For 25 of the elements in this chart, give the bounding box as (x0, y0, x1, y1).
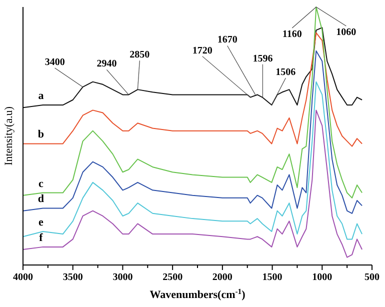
x-tick-label: 1000 (312, 272, 332, 283)
annotation: 2940 (96, 58, 117, 70)
x-tick-label: 2000 (212, 272, 232, 283)
x-tick-label: 1500 (262, 272, 282, 283)
series-label: f (39, 232, 44, 244)
annotation: 1506 (276, 67, 296, 78)
series-label: b (38, 128, 44, 141)
x-tick-label: 3000 (112, 272, 133, 283)
annotation: 3400 (44, 56, 65, 68)
y-axis-title: Intensity(a.u) (3, 106, 15, 166)
series-label: d (38, 193, 44, 206)
x-axis-title: Wavenumbers(cm$^{-1}$) (150, 286, 246, 301)
annotation: 1596 (252, 53, 273, 64)
x-tick-label: 3500 (62, 272, 83, 283)
series-label: c (38, 178, 44, 190)
annotation: 1160 (282, 29, 302, 40)
x-tick-label: 500 (364, 272, 380, 283)
series-label: a (38, 90, 44, 102)
annotation: 1670 (217, 34, 238, 46)
x-tick-label: 4000 (13, 272, 33, 283)
annotation: 2850 (130, 50, 150, 61)
annotation: 1720 (192, 45, 212, 56)
series-label: e (38, 216, 44, 228)
annotation: 1060 (336, 27, 356, 38)
x-tick-label: 2500 (162, 272, 183, 283)
